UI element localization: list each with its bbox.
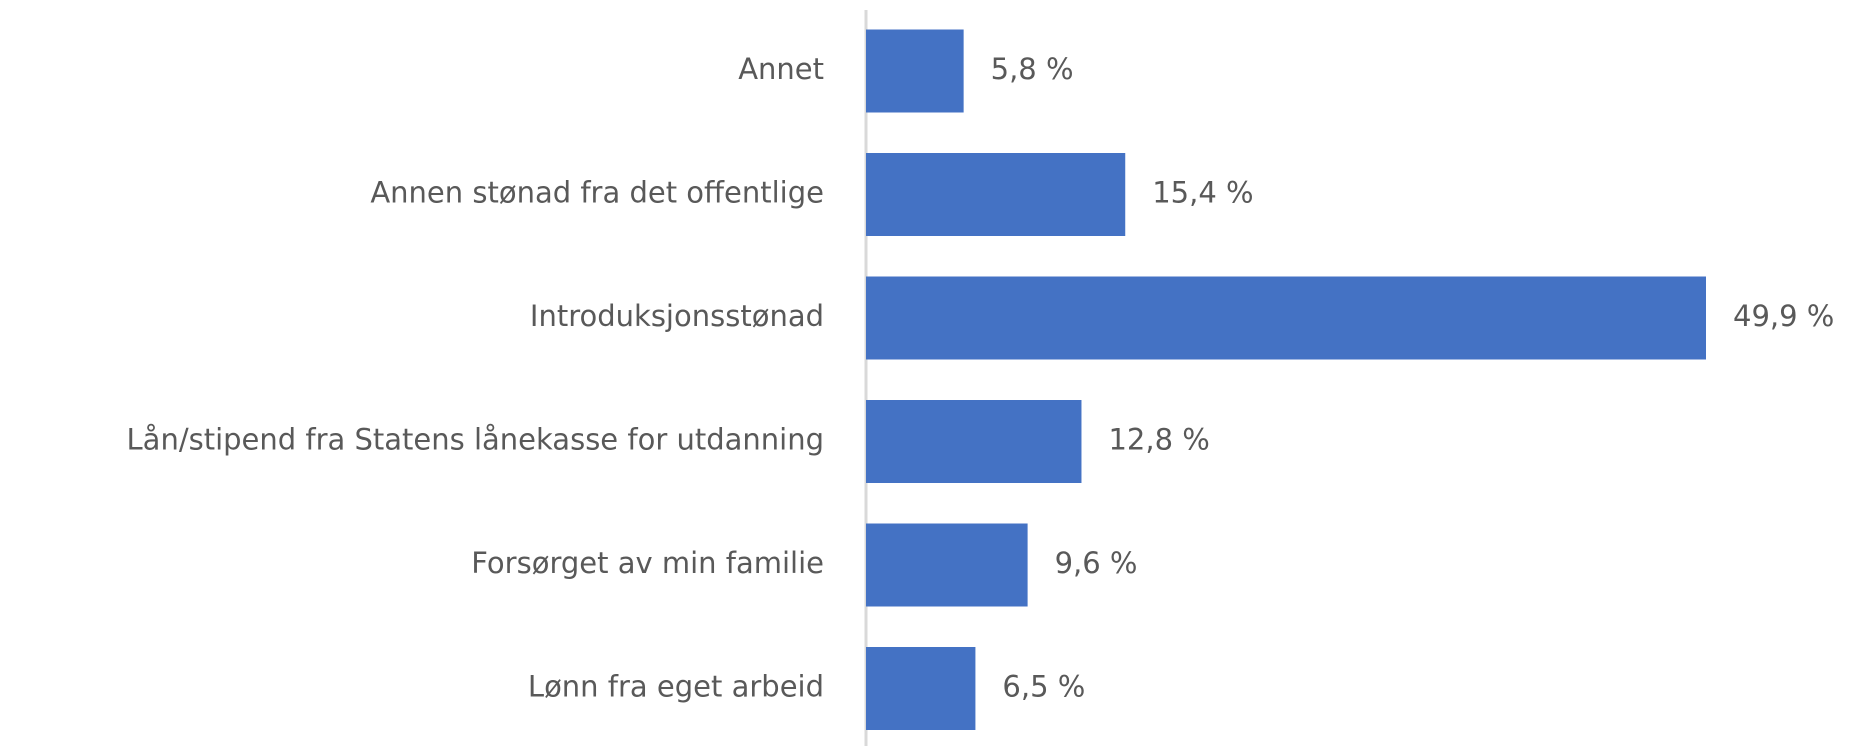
value-label: 12,8 % — [1108, 423, 1209, 457]
bar — [866, 276, 1706, 360]
category-label: Annen stønad fra det offentlige — [370, 176, 824, 210]
category-label: Lønn fra eget arbeid — [528, 670, 824, 704]
value-label: 15,4 % — [1152, 176, 1253, 210]
value-label: 5,8 % — [991, 52, 1074, 86]
bar — [866, 647, 976, 730]
value-label: 9,6 % — [1055, 546, 1138, 580]
bar — [866, 400, 1082, 483]
bar — [866, 29, 964, 113]
category-label: Annet — [738, 52, 824, 86]
category-label: Forsørget av min familie — [471, 546, 824, 580]
category-label: Lån/stipend fra Statens lånekasse for ut… — [127, 423, 824, 457]
bar — [866, 153, 1126, 236]
value-label: 49,9 % — [1733, 299, 1834, 333]
value-label: 6,5 % — [1002, 670, 1085, 704]
category-label: Introduksjonsstønad — [530, 299, 824, 333]
bar — [866, 523, 1028, 607]
